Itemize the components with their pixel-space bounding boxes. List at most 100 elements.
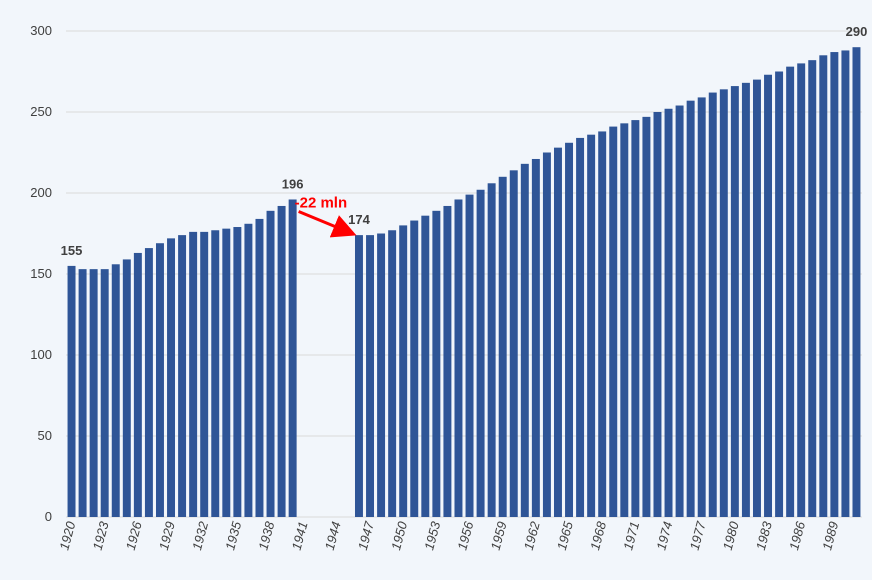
x-tick-label: 1941 — [289, 520, 311, 552]
bars — [67, 47, 861, 518]
y-tick-label: 250 — [30, 104, 52, 119]
x-tick-label: 1944 — [322, 520, 344, 552]
x-tick-label: 1971 — [620, 520, 642, 552]
bar — [587, 134, 596, 517]
bar — [443, 205, 452, 517]
x-tick-label: 1932 — [189, 519, 211, 552]
x-axis: 1920 1923 1926 1929 1932 1935 1938 1941 1944 1947… — [56, 519, 841, 552]
x-tick-label: 1926 — [123, 519, 145, 552]
bar — [144, 248, 153, 517]
x-tick-label: 1938 — [255, 519, 277, 552]
bar — [852, 47, 861, 517]
bar — [266, 210, 275, 517]
bar — [808, 60, 817, 517]
data-label: 155 — [61, 243, 83, 258]
x-tick-label: 1935 — [222, 519, 244, 552]
bar — [67, 265, 76, 517]
bar — [520, 163, 529, 517]
bar — [244, 223, 253, 517]
y-tick-label: 50 — [38, 428, 52, 443]
bar — [775, 71, 784, 517]
bar — [797, 63, 806, 518]
bar — [752, 79, 761, 517]
bar — [178, 235, 187, 517]
bar — [354, 235, 363, 517]
x-tick-label: 1968 — [587, 519, 609, 552]
bar — [222, 228, 231, 517]
x-tick-label: 1956 — [454, 519, 476, 552]
bar — [200, 231, 209, 517]
bar — [542, 152, 551, 517]
y-tick-label: 150 — [30, 266, 52, 281]
bar — [741, 82, 750, 517]
bar — [830, 52, 839, 518]
bar — [100, 269, 109, 517]
annotation-label: -22 mln — [295, 194, 348, 211]
bar — [465, 194, 474, 517]
bar — [189, 231, 198, 517]
bar — [255, 218, 264, 518]
x-tick-label: 1953 — [421, 519, 443, 552]
bar — [399, 225, 408, 517]
y-axis: 0 50 100 150 200 250 300 — [30, 23, 52, 524]
bar — [89, 269, 98, 517]
bar — [609, 126, 618, 517]
x-tick-label: 1989 — [819, 520, 841, 552]
bar — [277, 205, 286, 517]
bar — [697, 97, 706, 518]
gridlines — [66, 30, 862, 518]
bar — [509, 170, 518, 517]
bar — [133, 252, 142, 517]
bar — [111, 264, 120, 517]
bar — [487, 183, 496, 517]
x-tick-label: 1947 — [355, 519, 377, 552]
x-tick-label: 1923 — [90, 519, 112, 552]
data-label: 174 — [348, 212, 370, 227]
y-tick-label: 300 — [30, 23, 52, 38]
bar — [476, 189, 485, 517]
x-tick-label: 1980 — [720, 519, 742, 552]
x-tick-label: 1929 — [156, 520, 178, 552]
bar — [653, 112, 662, 517]
bar — [366, 235, 375, 517]
bar — [620, 123, 629, 517]
x-tick-label: 1974 — [653, 520, 675, 552]
x-tick-label: 1920 — [56, 519, 78, 552]
bar — [786, 66, 795, 517]
bar — [631, 120, 640, 517]
x-tick-label: 1959 — [488, 520, 510, 552]
bar — [664, 108, 673, 517]
x-tick-label: 1983 — [753, 519, 775, 552]
bar — [576, 137, 585, 518]
bar — [686, 100, 695, 517]
annotation: -22 mln — [295, 194, 357, 238]
bar — [432, 210, 441, 517]
bar — [553, 147, 562, 517]
bar — [708, 92, 717, 517]
data-labels: 155 196 174 290 — [61, 24, 868, 258]
bar — [819, 55, 828, 518]
bar — [565, 142, 574, 517]
y-tick-label: 100 — [30, 347, 52, 362]
bar — [388, 230, 397, 517]
bar — [78, 269, 87, 517]
bar — [122, 259, 131, 517]
bar — [288, 199, 297, 518]
x-tick-label: 1965 — [554, 519, 576, 552]
bar — [498, 176, 507, 518]
bar — [167, 238, 176, 518]
bar — [730, 86, 739, 517]
bar — [421, 215, 430, 517]
x-tick-label: 1977 — [687, 519, 709, 552]
bar — [531, 158, 540, 518]
bar — [598, 131, 607, 517]
bar — [719, 89, 728, 517]
bar — [211, 230, 220, 517]
annotation-arrow — [298, 210, 357, 238]
bar — [841, 50, 850, 517]
bar — [377, 233, 386, 517]
bar — [764, 74, 773, 518]
bar — [410, 220, 419, 518]
x-tick-label: 1986 — [786, 519, 808, 552]
